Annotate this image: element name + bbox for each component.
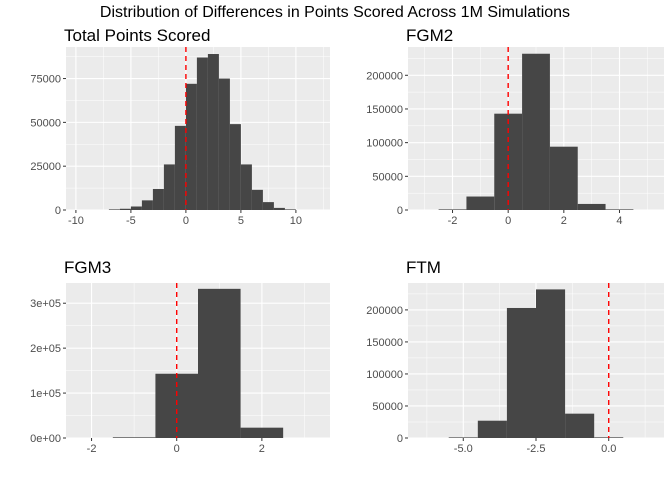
x-tick-label: -2.5 xyxy=(527,443,546,455)
y-tick-label: 50000 xyxy=(372,401,403,413)
y-tick-label: 0 xyxy=(397,205,403,217)
panel-ftm: FTM -5.0 -2.5 0.0 0 50000 100000 150000 200000 xyxy=(366,258,664,455)
y-tick-label: 200000 xyxy=(366,305,403,317)
histogram-bar xyxy=(522,53,550,211)
panel-grid: Total Points Scored -10 -5 0 5 10 0 25000 50000 7… xyxy=(30,26,664,455)
x-tick-label: 0 xyxy=(183,215,189,227)
histogram-bar xyxy=(536,289,566,438)
panel-fgm2: FGM2 -2 0 2 4 0 50000 100000 150000 200000 xyxy=(366,26,664,227)
panel-title: FTM xyxy=(406,258,441,277)
histogram-bar xyxy=(262,202,274,210)
x-tick-label: -5 xyxy=(126,215,136,227)
y-tick-label: 3e+05 xyxy=(30,298,61,310)
histogram-bar xyxy=(577,203,606,210)
histogram-bar xyxy=(152,188,164,210)
histogram-bar xyxy=(549,146,578,210)
histogram-bar xyxy=(506,307,536,438)
y-tick-label: 75000 xyxy=(30,74,61,86)
histogram-bar xyxy=(605,209,634,210)
histogram-bar xyxy=(196,57,208,210)
histogram-bar xyxy=(185,83,197,210)
histogram-bar xyxy=(112,437,156,438)
histogram-bar xyxy=(163,164,175,210)
histogram-bar xyxy=(438,209,467,210)
y-tick-label: 100000 xyxy=(366,138,403,150)
histogram-bar xyxy=(240,427,284,438)
histogram-bar xyxy=(466,196,495,210)
histogram-bar xyxy=(448,437,478,438)
histogram-bar xyxy=(273,207,285,210)
y-tick-label: 0 xyxy=(55,205,61,217)
y-tick-label: 50000 xyxy=(30,117,61,129)
y-tick-label: 0 xyxy=(397,433,403,445)
y-tick-label: 50000 xyxy=(372,171,403,183)
panel-fgm3: FGM3 -2 0 2 0e+00 1e+05 2e+05 3e+05 xyxy=(30,258,330,455)
histogram-bar xyxy=(141,200,153,210)
y-tick-label: 100000 xyxy=(366,369,403,381)
x-tick-label: -2 xyxy=(87,443,97,455)
histogram-bar xyxy=(207,54,219,210)
histogram-bar xyxy=(477,420,507,438)
histogram-bar xyxy=(284,209,296,210)
y-tick-label: 150000 xyxy=(366,337,403,349)
histogram-bar xyxy=(198,288,241,438)
histogram-bar xyxy=(229,124,241,210)
y-tick-label: 2e+05 xyxy=(30,343,61,355)
histogram-bar xyxy=(174,125,186,210)
figure-supertitle: Distribution of Differences in Points Sc… xyxy=(100,4,570,21)
histogram-bar xyxy=(108,209,120,210)
x-tick-label: 0.0 xyxy=(601,443,616,455)
x-tick-label: 10 xyxy=(290,215,302,227)
panel-title: Total Points Scored xyxy=(64,26,210,45)
x-tick-label: 4 xyxy=(616,215,622,227)
histogram-bar xyxy=(251,189,263,210)
y-tick-label: 200000 xyxy=(366,70,403,82)
histogram-bar xyxy=(240,164,252,210)
panel-title: FGM2 xyxy=(406,26,453,45)
x-tick-label: -5.0 xyxy=(454,443,473,455)
y-tick-label: 150000 xyxy=(366,104,403,116)
histogram-bar xyxy=(218,78,230,210)
x-tick-label: 2 xyxy=(561,215,567,227)
histogram-bar xyxy=(565,413,595,438)
x-tick-label: 2 xyxy=(259,443,265,455)
panel-total-points: Total Points Scored -10 -5 0 5 10 0 25000 50000 7… xyxy=(30,26,330,227)
x-tick-label: -2 xyxy=(448,215,458,227)
x-tick-label: 0 xyxy=(174,443,180,455)
x-tick-label: -10 xyxy=(68,215,84,227)
panel-title: FGM3 xyxy=(64,258,111,277)
y-tick-label: 0e+00 xyxy=(30,433,61,445)
y-tick-label: 1e+05 xyxy=(30,388,61,400)
y-tick-label: 25000 xyxy=(30,161,61,173)
histogram-bar xyxy=(119,208,131,210)
x-tick-label: 5 xyxy=(238,215,244,227)
histogram-bar xyxy=(130,206,142,210)
x-tick-label: 0 xyxy=(505,215,511,227)
